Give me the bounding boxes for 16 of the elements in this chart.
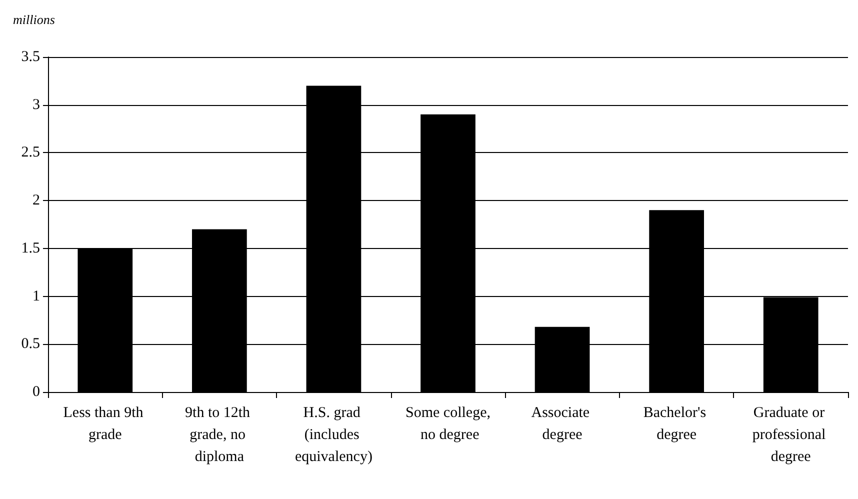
y-tick-label: 1 bbox=[32, 288, 40, 304]
y-tick-label: 2.5 bbox=[21, 144, 40, 161]
x-tick-label: Bachelor's degree bbox=[643, 405, 710, 443]
x-tick-label: Less than 9th grade bbox=[63, 405, 148, 443]
y-tick-label: 2 bbox=[32, 192, 40, 209]
x-tick-label: H.S. grad (includes equivalency) bbox=[294, 405, 372, 465]
x-tick-label: 9th to 12th grade, no diploma bbox=[185, 405, 254, 465]
y-axis-title: millions bbox=[13, 12, 55, 27]
x-tick-label: Some college, no degree bbox=[406, 405, 490, 443]
y-tick-label: 0.5 bbox=[21, 336, 40, 352]
x-tick-label: Associate degree bbox=[531, 405, 594, 443]
y-tick-label: 3 bbox=[32, 96, 40, 113]
y-tick-label: 3.5 bbox=[21, 49, 40, 65]
y-tick-label: 1.5 bbox=[21, 240, 40, 256]
y-tick-label: 0 bbox=[32, 384, 40, 400]
x-tick-label: Graduate or professional degree bbox=[752, 405, 830, 465]
